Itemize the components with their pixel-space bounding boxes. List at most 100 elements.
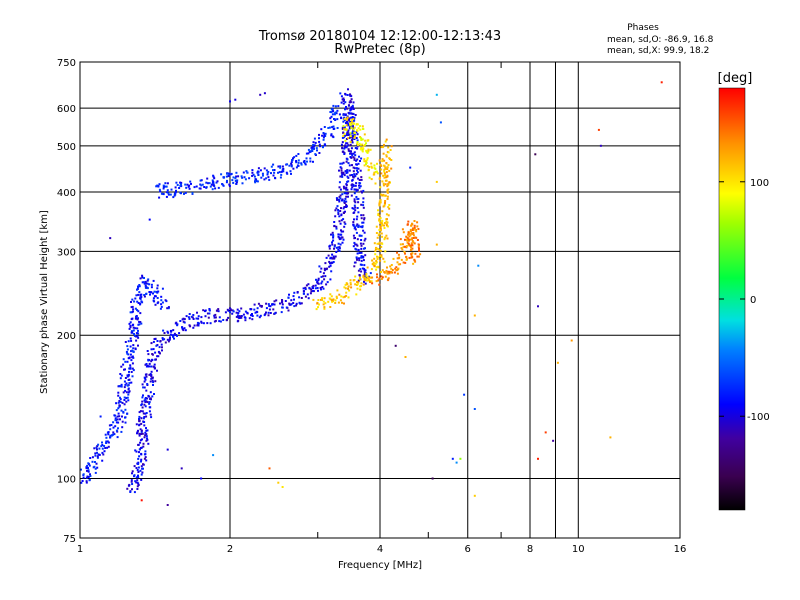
data-point	[179, 320, 182, 322]
data-point	[473, 494, 476, 497]
data-point	[341, 141, 344, 144]
data-point	[354, 275, 357, 278]
data-point	[350, 188, 353, 191]
data-point	[197, 317, 200, 320]
data-point	[217, 310, 220, 313]
data-point	[135, 450, 138, 453]
data-point	[256, 307, 259, 310]
data-point	[323, 267, 326, 270]
data-point	[388, 272, 391, 275]
data-point	[279, 165, 282, 168]
data-point	[352, 207, 355, 210]
data-point	[402, 231, 405, 234]
data-point	[180, 181, 183, 184]
data-point	[119, 385, 122, 388]
data-point	[195, 317, 198, 320]
data-point	[144, 453, 147, 456]
data-point	[323, 126, 326, 128]
data-point	[394, 267, 397, 270]
data-point	[345, 121, 348, 123]
data-point	[143, 436, 146, 439]
data-point	[156, 287, 159, 290]
data-point	[192, 326, 195, 329]
data-point	[230, 309, 233, 312]
data-point	[411, 222, 413, 225]
data-point	[381, 158, 384, 161]
data-point	[135, 339, 138, 342]
data-point	[373, 166, 376, 169]
data-point	[410, 254, 413, 257]
data-point	[660, 81, 663, 84]
data-point	[208, 182, 211, 185]
data-point	[350, 139, 353, 142]
data-point	[343, 302, 345, 305]
data-point	[376, 162, 378, 165]
data-point	[349, 135, 352, 138]
data-point	[599, 144, 602, 147]
data-point	[431, 477, 434, 480]
data-point	[130, 301, 132, 303]
data-point	[344, 101, 347, 104]
data-point	[317, 279, 320, 281]
data-point	[345, 134, 348, 137]
data-point	[265, 177, 268, 180]
data-point	[378, 241, 381, 244]
data-point	[406, 223, 409, 226]
data-point	[217, 186, 220, 189]
data-point	[342, 218, 345, 221]
data-point	[123, 368, 125, 371]
data-point	[338, 169, 340, 172]
data-point	[362, 242, 365, 245]
data-point	[287, 309, 290, 312]
data-point	[152, 279, 155, 282]
data-point	[295, 160, 298, 162]
data-point	[383, 260, 386, 263]
data-point	[209, 185, 212, 188]
data-point	[309, 160, 312, 163]
data-point	[295, 166, 298, 169]
data-point	[348, 118, 351, 121]
data-point	[273, 171, 276, 174]
data-point	[345, 191, 348, 194]
data-point	[333, 113, 336, 116]
data-point	[156, 355, 159, 358]
data-point	[278, 171, 281, 174]
data-point	[379, 217, 382, 220]
data-point	[353, 218, 355, 221]
data-point	[115, 421, 118, 424]
data-point	[354, 184, 357, 187]
data-point	[322, 275, 325, 278]
data-point	[366, 157, 369, 160]
data-point	[141, 432, 144, 435]
data-point	[329, 264, 332, 267]
data-point	[166, 189, 169, 192]
data-point	[367, 279, 370, 281]
data-point	[152, 292, 154, 295]
data-point	[140, 473, 143, 476]
data-point	[379, 259, 382, 262]
data-point	[343, 136, 346, 139]
data-point	[164, 182, 167, 185]
data-point	[150, 365, 153, 368]
data-point	[333, 247, 335, 250]
data-point	[401, 248, 404, 251]
data-point	[167, 331, 170, 334]
data-point	[134, 297, 137, 300]
data-point	[126, 375, 129, 378]
data-point	[263, 178, 266, 181]
data-point	[125, 400, 128, 403]
data-point	[312, 141, 315, 144]
data-point	[229, 307, 231, 310]
data-point	[268, 467, 271, 470]
data-point	[537, 305, 539, 308]
data-point	[268, 304, 271, 307]
data-point	[125, 397, 128, 400]
data-point	[416, 255, 419, 258]
data-point	[349, 156, 352, 158]
data-point	[407, 233, 410, 236]
data-point	[360, 282, 363, 285]
data-point	[355, 196, 358, 198]
data-point	[404, 261, 407, 264]
data-point	[361, 147, 364, 150]
data-point	[356, 258, 358, 261]
